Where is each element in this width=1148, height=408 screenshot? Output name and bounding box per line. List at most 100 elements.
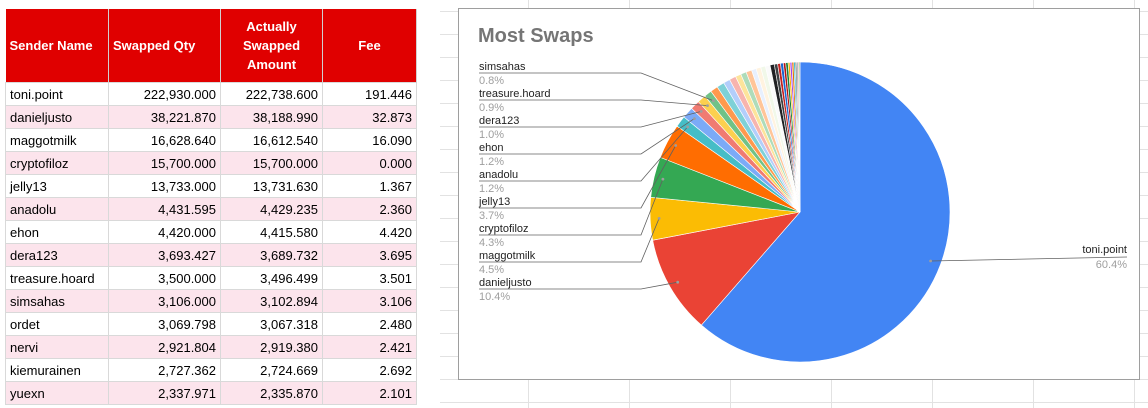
slice-label-percent: 1.2% <box>479 183 504 195</box>
swapped-qty-cell[interactable]: 3,500.000 <box>108 266 221 290</box>
actual-amount-cell[interactable]: 4,415.580 <box>220 220 323 244</box>
slice-label-percent: 4.3% <box>479 237 504 249</box>
sender-name-cell[interactable]: anadolu <box>5 197 109 221</box>
sender-name-cell[interactable]: yuexn <box>5 381 109 405</box>
swapped-qty-cell[interactable]: 15,700.000 <box>108 151 221 175</box>
pie-slice[interactable] <box>798 61 801 213</box>
leader-line <box>479 145 677 209</box>
table-row: anadolu 4,431.595 4,429.235 2.360 <box>5 197 417 221</box>
sender-name-cell[interactable]: nervi <box>5 335 109 359</box>
table-row: kiemurainen 2,727.362 2,724.669 2.692 <box>5 358 417 382</box>
leader-line <box>930 256 1128 262</box>
table-row: yuexn 2,337.971 2,335.870 2.101 <box>5 381 417 405</box>
actual-amount-cell[interactable]: 16,612.540 <box>220 128 323 152</box>
fee-cell[interactable]: 3.695 <box>322 243 417 267</box>
swapped-qty-cell[interactable]: 2,337.971 <box>108 381 221 405</box>
swapped-qty-cell[interactable]: 38,221.870 <box>108 105 221 129</box>
fee-cell[interactable]: 2.480 <box>322 312 417 336</box>
fee-cell[interactable]: 2.692 <box>322 358 417 382</box>
sender-name-cell[interactable]: treasure.hoard <box>5 266 109 290</box>
slice-label-name: anadolu <box>479 169 518 181</box>
actual-amount-cell[interactable]: 2,919.380 <box>220 335 323 359</box>
swapped-qty-cell[interactable]: 3,693.427 <box>108 243 221 267</box>
actual-amount-cell[interactable]: 3,689.732 <box>220 243 323 267</box>
table-row: ordet 3,069.798 3,067.318 2.480 <box>5 312 417 336</box>
slice-label-name: jelly13 <box>478 196 510 208</box>
sender-name-cell[interactable]: maggotmilk <box>5 128 109 152</box>
table-row: danieljusto 38,221.870 38,188.990 32.873 <box>5 105 417 129</box>
sender-name-cell[interactable]: ehon <box>5 220 109 244</box>
header-sender-name[interactable]: Sender Name <box>5 9 109 83</box>
fee-cell[interactable]: 16.090 <box>322 128 417 152</box>
fee-cell[interactable]: 1.367 <box>322 174 417 198</box>
sender-name-cell[interactable]: jelly13 <box>5 174 109 198</box>
pie-slice-toni-point[interactable] <box>700 61 951 363</box>
actual-amount-cell[interactable]: 2,724.669 <box>220 358 323 382</box>
header-swapped-qty[interactable]: Swapped Qty <box>108 9 221 83</box>
actual-amount-cell[interactable]: 3,102.894 <box>220 289 323 313</box>
swapped-qty-cell[interactable]: 13,733.000 <box>108 174 221 198</box>
actual-amount-cell[interactable]: 15,700.000 <box>220 151 323 175</box>
pie-chart-svg: simsahas 0.8%treasure.hoard 0.9%dera123 1.0… <box>478 61 1128 363</box>
most-swaps-chart[interactable]: Most Swaps simsahas 0.8% treasure.hoard 0.9… <box>458 8 1140 380</box>
leader-line <box>479 218 660 263</box>
slice-label-percent: 1.0% <box>479 129 504 141</box>
leader-dot <box>676 280 680 284</box>
actual-amount-cell[interactable]: 3,496.499 <box>220 266 323 290</box>
sender-name-cell[interactable]: dera123 <box>5 243 109 267</box>
table-header-row: Sender Name Swapped Qty Actually Swapped A… <box>5 9 417 83</box>
leader-line <box>479 99 708 106</box>
slice-label-percent: 3.7% <box>479 210 504 222</box>
leader-dot <box>674 144 678 147</box>
actual-amount-cell[interactable]: 38,188.990 <box>220 105 323 129</box>
sender-name-cell[interactable]: ordet <box>5 312 109 336</box>
leader-dot <box>657 217 661 220</box>
table-row: maggotmilk 16,628.640 16,612.540 16.090 <box>5 128 417 152</box>
header-actually-swapped-amount[interactable]: Actually Swapped Amount <box>220 9 323 83</box>
actual-amount-cell[interactable]: 222,738.600 <box>220 82 323 106</box>
sender-name-cell[interactable]: kiemurainen <box>5 358 109 382</box>
leader-line <box>479 72 714 102</box>
actual-amount-cell[interactable]: 2,335.870 <box>220 381 323 405</box>
slice-label-name: treasure.hoard <box>479 88 551 100</box>
swapped-qty-cell[interactable]: 2,921.804 <box>108 335 221 359</box>
table-row: ehon 4,420.000 4,415.580 4.420 <box>5 220 417 244</box>
slice-label-name: maggotmilk <box>479 250 536 262</box>
slice-label-percent: 0.8% <box>479 75 504 87</box>
fee-cell[interactable]: 2.421 <box>322 335 417 359</box>
swapped-qty-cell[interactable]: 222,930.000 <box>108 82 221 106</box>
swapped-qty-cell[interactable]: 16,628.640 <box>108 128 221 152</box>
fee-cell[interactable]: 191.446 <box>322 82 417 106</box>
sender-name-cell[interactable]: cryptofiloz <box>5 151 109 175</box>
actual-amount-cell[interactable]: 13,731.630 <box>220 174 323 198</box>
fee-cell[interactable]: 4.420 <box>322 220 417 244</box>
swapped-qty-cell[interactable]: 4,420.000 <box>108 220 221 244</box>
swapped-qty-cell[interactable]: 4,431.595 <box>108 197 221 221</box>
sender-name-cell[interactable]: toni.point <box>5 82 109 106</box>
actual-amount-cell[interactable]: 3,067.318 <box>220 312 323 336</box>
sender-name-cell[interactable]: simsahas <box>5 289 109 313</box>
table-row: treasure.hoard 3,500.000 3,496.499 3.501 <box>5 266 417 290</box>
fee-cell[interactable]: 2.101 <box>322 381 417 405</box>
header-fee[interactable]: Fee <box>322 9 417 83</box>
swapped-qty-cell[interactable]: 2,727.362 <box>108 358 221 382</box>
actual-amount-cell[interactable]: 4,429.235 <box>220 197 323 221</box>
pie-slice-danieljusto[interactable] <box>652 211 801 326</box>
fee-cell[interactable]: 3.106 <box>322 289 417 313</box>
fee-cell[interactable]: 0.000 <box>322 151 417 175</box>
slice-label-name: dera123 <box>479 115 519 127</box>
slice-label-percent: 4.5% <box>479 264 504 276</box>
slice-label-name: danieljusto <box>479 277 532 289</box>
slice-label-name: toni.point <box>1082 244 1127 256</box>
slice-label-name: simsahas <box>479 61 526 73</box>
sender-name-cell[interactable]: danieljusto <box>5 105 109 129</box>
fee-cell[interactable]: 3.501 <box>322 266 417 290</box>
swapped-qty-cell[interactable]: 3,106.000 <box>108 289 221 313</box>
leader-dot <box>661 177 665 181</box>
fee-cell[interactable]: 2.360 <box>322 197 417 221</box>
leader-line <box>479 111 702 128</box>
swapped-qty-cell[interactable]: 3,069.798 <box>108 312 221 336</box>
fee-cell[interactable]: 32.873 <box>322 105 417 129</box>
slice-label-percent: 10.4% <box>479 291 510 303</box>
leader-dot <box>686 125 689 129</box>
